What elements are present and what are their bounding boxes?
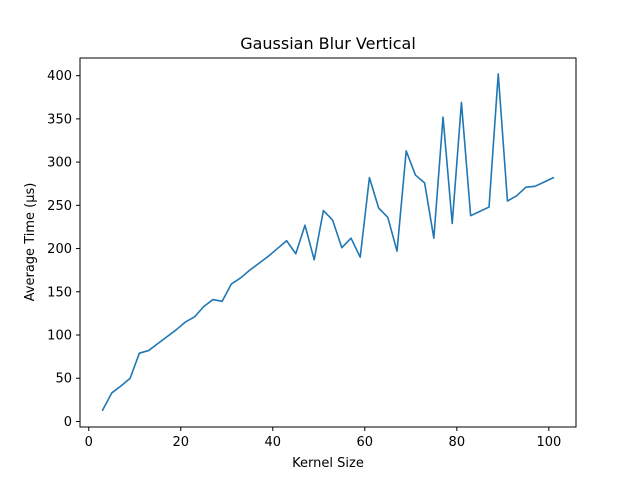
x-axis: 0 20 40 60 80 100: [85, 427, 561, 450]
axes-frame: [79, 57, 577, 428]
y-tick-label: 100: [47, 329, 72, 344]
x-tick-label: 80: [449, 435, 466, 450]
y-axis-label: Average Time (µs): [23, 183, 38, 302]
y-tick-label: 0: [64, 415, 72, 430]
x-tick-label: 60: [357, 435, 374, 450]
x-tick-label: 40: [265, 435, 282, 450]
y-tick-label: 50: [55, 372, 72, 387]
y-tick-label: 350: [47, 112, 72, 127]
series-line: [101, 73, 555, 412]
x-axis-label: Kernel Size: [292, 456, 364, 471]
plot-area: [101, 73, 555, 412]
y-tick-label: 300: [47, 156, 72, 171]
x-tick-label: 100: [536, 435, 561, 450]
y-tick-label: 200: [47, 242, 72, 257]
y-tick-label: 150: [47, 285, 72, 300]
x-tick-label: 20: [172, 435, 189, 450]
x-tick-label: 0: [85, 435, 93, 450]
chart-title: Gaussian Blur Vertical: [240, 34, 416, 53]
y-tick-label: 250: [47, 199, 72, 214]
y-tick-label: 400: [47, 69, 72, 84]
y-axis: 0 50 100 150 200 250 300 350 400: [47, 69, 80, 430]
